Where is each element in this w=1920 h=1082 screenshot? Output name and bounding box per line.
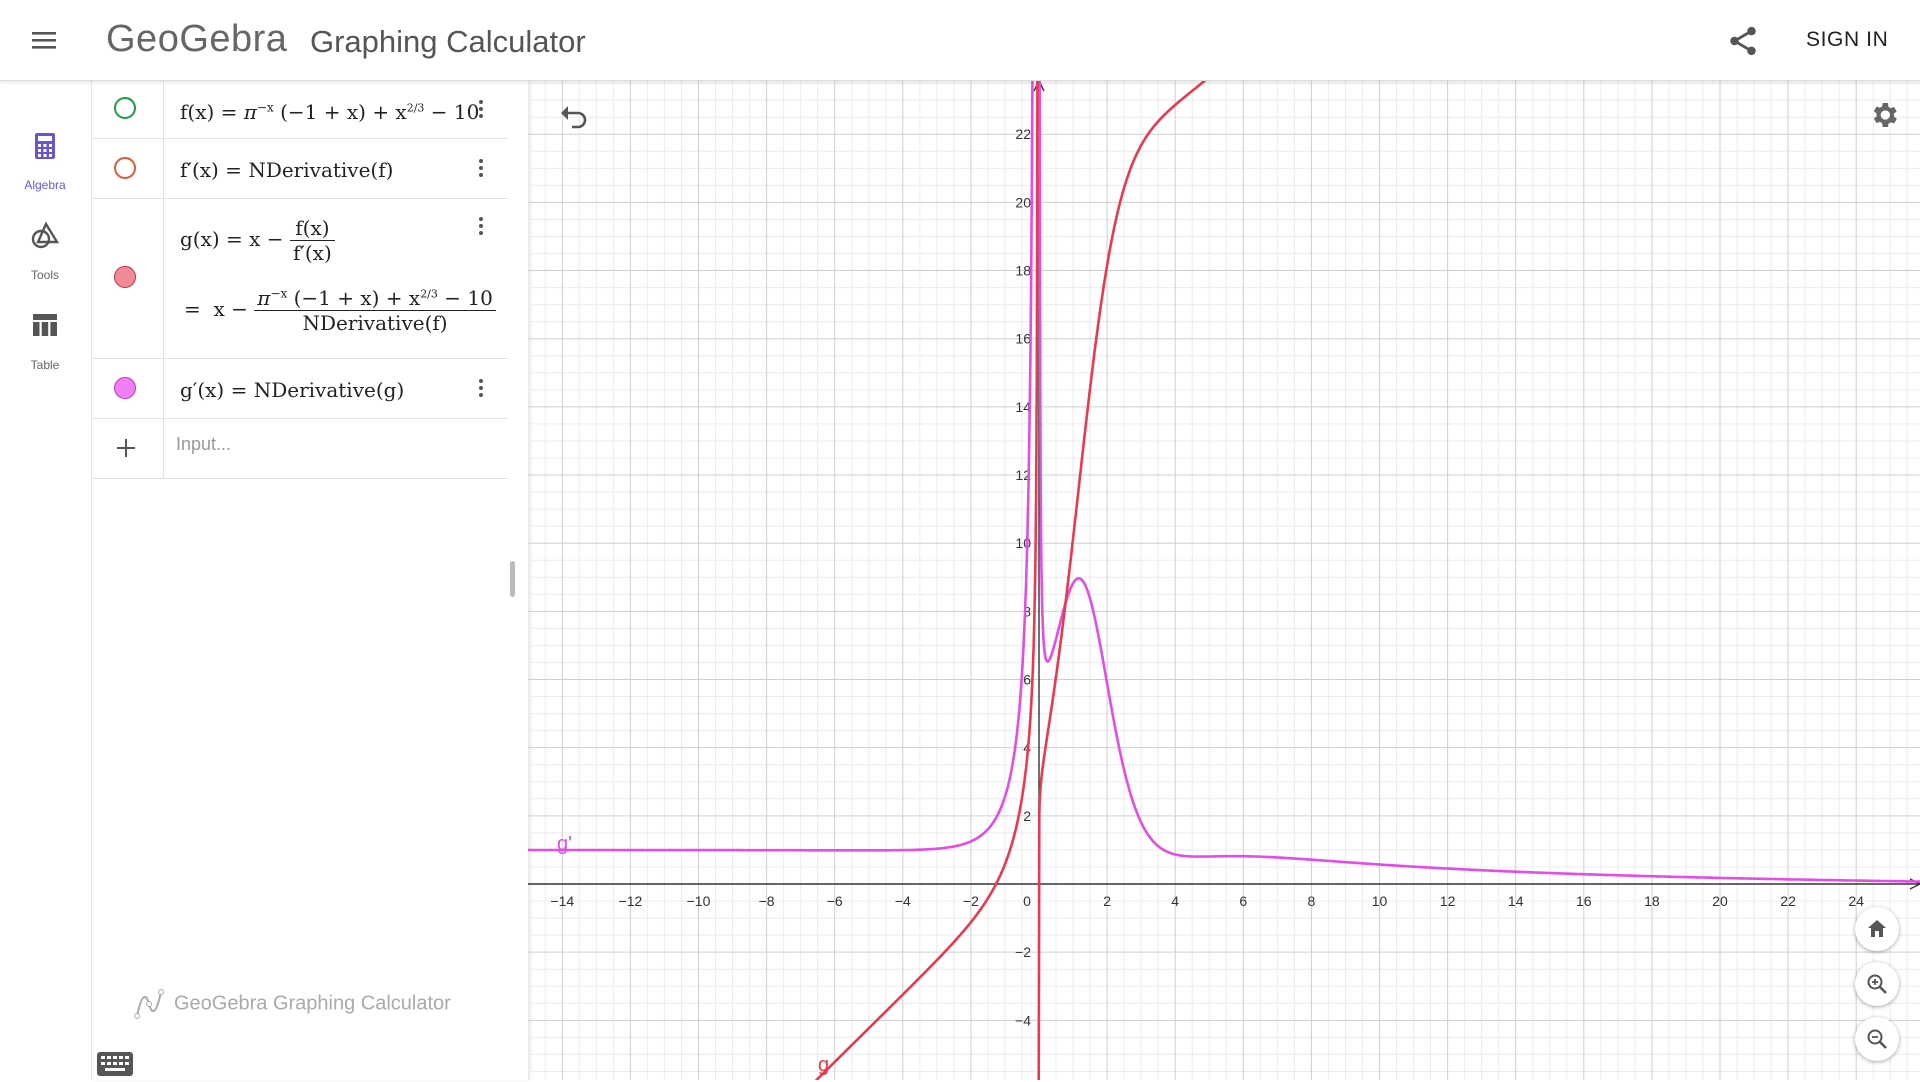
row-marker-column xyxy=(92,418,164,478)
y-axis-arrow xyxy=(1033,81,1045,92)
formula-g-expanded: = x − π−x (−1 + x) + x2/3 − 10 NDerivati… xyxy=(184,286,496,335)
app-watermark: GeoGebra Graphing Calculator xyxy=(134,989,451,1019)
graph-logo-icon xyxy=(134,989,164,1019)
home-icon xyxy=(1868,920,1886,937)
x-tick-label: 8 xyxy=(1308,893,1316,909)
x-tick-label: 20 xyxy=(1712,893,1728,909)
formula-f[interactable]: f(x) = π−x (−1 + x) + x2/3 − 10 xyxy=(180,100,480,124)
gear-icon[interactable] xyxy=(1868,99,1900,131)
more-vertical-icon[interactable] xyxy=(474,156,488,182)
x-tick-label: −12 xyxy=(619,893,643,909)
x-tick-label: 2 xyxy=(1103,893,1111,909)
side-rail: Algebra Tools Table xyxy=(0,81,90,1080)
zoom-in-button[interactable] xyxy=(1855,962,1899,1006)
algebra-input-row[interactable]: Input... xyxy=(92,418,508,479)
graph-canvas[interactable]: −14 −12 −10 −8 −6 −4 −2 0 2 4 6 8 10 12 14 16 18 20 22 2424… xyxy=(528,81,1920,1080)
y-tick-label: 18 xyxy=(1015,263,1031,279)
x-tick-label: −8 xyxy=(759,893,775,909)
hamburger-menu-icon[interactable] xyxy=(28,26,62,54)
zoom-out-icon xyxy=(1867,1029,1887,1049)
app-logo[interactable]: GeoGebra xyxy=(106,18,288,60)
more-vertical-icon[interactable] xyxy=(474,376,488,402)
x-tick-label: 18 xyxy=(1644,893,1660,909)
y-tick-label: 10 xyxy=(1015,535,1031,551)
visibility-toggle-g[interactable] xyxy=(114,266,136,288)
curve-g[interactable] xyxy=(528,81,1920,1080)
curve-label-gprime: g' xyxy=(557,833,572,855)
row-marker-column xyxy=(92,358,164,418)
formula-fprime[interactable]: f′(x) = NDerivative(f) xyxy=(180,158,394,182)
top-bar: GeoGebra Graphing Calculator SIGN IN xyxy=(0,0,1920,81)
more-vertical-icon[interactable] xyxy=(474,214,488,240)
keyboard-icon[interactable] xyxy=(96,1051,134,1077)
row-marker-column xyxy=(92,81,164,138)
y-tick-label: −4 xyxy=(1015,1012,1031,1028)
y-tick-label: 8 xyxy=(1023,603,1031,619)
y-tick-label: 14 xyxy=(1015,399,1031,415)
fraction-g-expanded: π−x (−1 + x) + x2/3 − 10 NDerivative(f) xyxy=(254,286,496,335)
formula-g[interactable]: g(x) = x − f(x) f′(x) xyxy=(180,216,335,265)
x-tick-label: 16 xyxy=(1576,893,1592,909)
table-icon xyxy=(33,314,57,336)
algebra-row-fprime[interactable]: f′(x) = NDerivative(f) xyxy=(92,138,508,199)
rail-item-table[interactable]: Table xyxy=(0,306,90,386)
y-tick-label: 20 xyxy=(1015,194,1031,210)
row-marker-column xyxy=(92,138,164,198)
x-tick-label: −14 xyxy=(550,893,574,909)
visibility-toggle-f[interactable] xyxy=(114,97,136,119)
curve-gprime[interactable] xyxy=(528,81,1920,883)
algebra-view: f(x) = π−x (−1 + x) + x2/3 − 10 f′(x) = … xyxy=(91,81,529,1080)
y-tick-label: 16 xyxy=(1015,331,1031,347)
more-vertical-icon[interactable] xyxy=(474,97,488,123)
x-tick-label: 10 xyxy=(1372,893,1388,909)
rail-label-table: Table xyxy=(30,358,60,372)
algebra-row-f[interactable]: f(x) = π−x (−1 + x) + x2/3 − 10 xyxy=(92,81,508,139)
curve-label-g: g xyxy=(818,1054,829,1076)
x-tick-label: 0 xyxy=(1023,893,1031,909)
x-tick-label: 6 xyxy=(1239,893,1247,909)
graphics-view[interactable]: −14 −12 −10 −8 −6 −4 −2 0 2 4 6 8 10 12 14 16 18 20 22 24 2 4… xyxy=(528,81,1920,1080)
y-tick-label: 22 xyxy=(1015,126,1031,142)
share-icon[interactable] xyxy=(1726,24,1760,58)
visibility-toggle-fprime[interactable] xyxy=(114,157,136,179)
rail-label-algebra: Algebra xyxy=(24,178,66,192)
shapes-icon xyxy=(31,221,60,249)
row-marker-column xyxy=(92,198,164,358)
x-tick-label: −6 xyxy=(827,893,843,909)
x-tick-label: −2 xyxy=(963,893,979,909)
y-tick-label: 2 xyxy=(1023,808,1031,824)
plus-icon[interactable] xyxy=(116,438,136,458)
x-tick-label: 24 xyxy=(1848,893,1864,909)
algebra-input[interactable]: Input... xyxy=(176,434,232,454)
y-tick-label: 12 xyxy=(1015,467,1031,483)
app-title: Graphing Calculator xyxy=(310,24,586,59)
algebra-row-g[interactable]: g(x) = x − f(x) f′(x) = x − π−x (−1 + x) … xyxy=(92,198,508,359)
fraction-g: f(x) f′(x) xyxy=(289,216,335,265)
visibility-toggle-gprime[interactable] xyxy=(114,377,136,399)
calculator-icon xyxy=(35,133,55,159)
rail-label-tools: Tools xyxy=(30,268,59,282)
rail-item-tools[interactable]: Tools xyxy=(0,216,90,296)
sign-in-button[interactable]: SIGN IN xyxy=(1806,28,1889,51)
undo-icon[interactable] xyxy=(558,101,590,129)
zoom-out-button[interactable] xyxy=(1855,1017,1899,1061)
y-tick-label: 6 xyxy=(1023,672,1031,688)
panel-resize-handle[interactable] xyxy=(510,561,515,597)
zoom-in-icon xyxy=(1867,974,1887,994)
x-tick-label: −4 xyxy=(895,893,911,909)
rail-item-algebra[interactable]: Algebra xyxy=(0,126,90,206)
y-tick-label: −2 xyxy=(1015,944,1031,960)
x-tick-label: 4 xyxy=(1171,893,1179,909)
x-tick-label: 22 xyxy=(1780,893,1796,909)
home-button[interactable] xyxy=(1855,907,1899,951)
x-tick-label: −10 xyxy=(687,893,711,909)
formula-gprime[interactable]: g′(x) = NDerivative(g) xyxy=(180,378,405,402)
algebra-row-gprime[interactable]: g′(x) = NDerivative(g) xyxy=(92,358,508,419)
x-tick-label: 12 xyxy=(1440,893,1456,909)
x-tick-label: 14 xyxy=(1508,893,1524,909)
